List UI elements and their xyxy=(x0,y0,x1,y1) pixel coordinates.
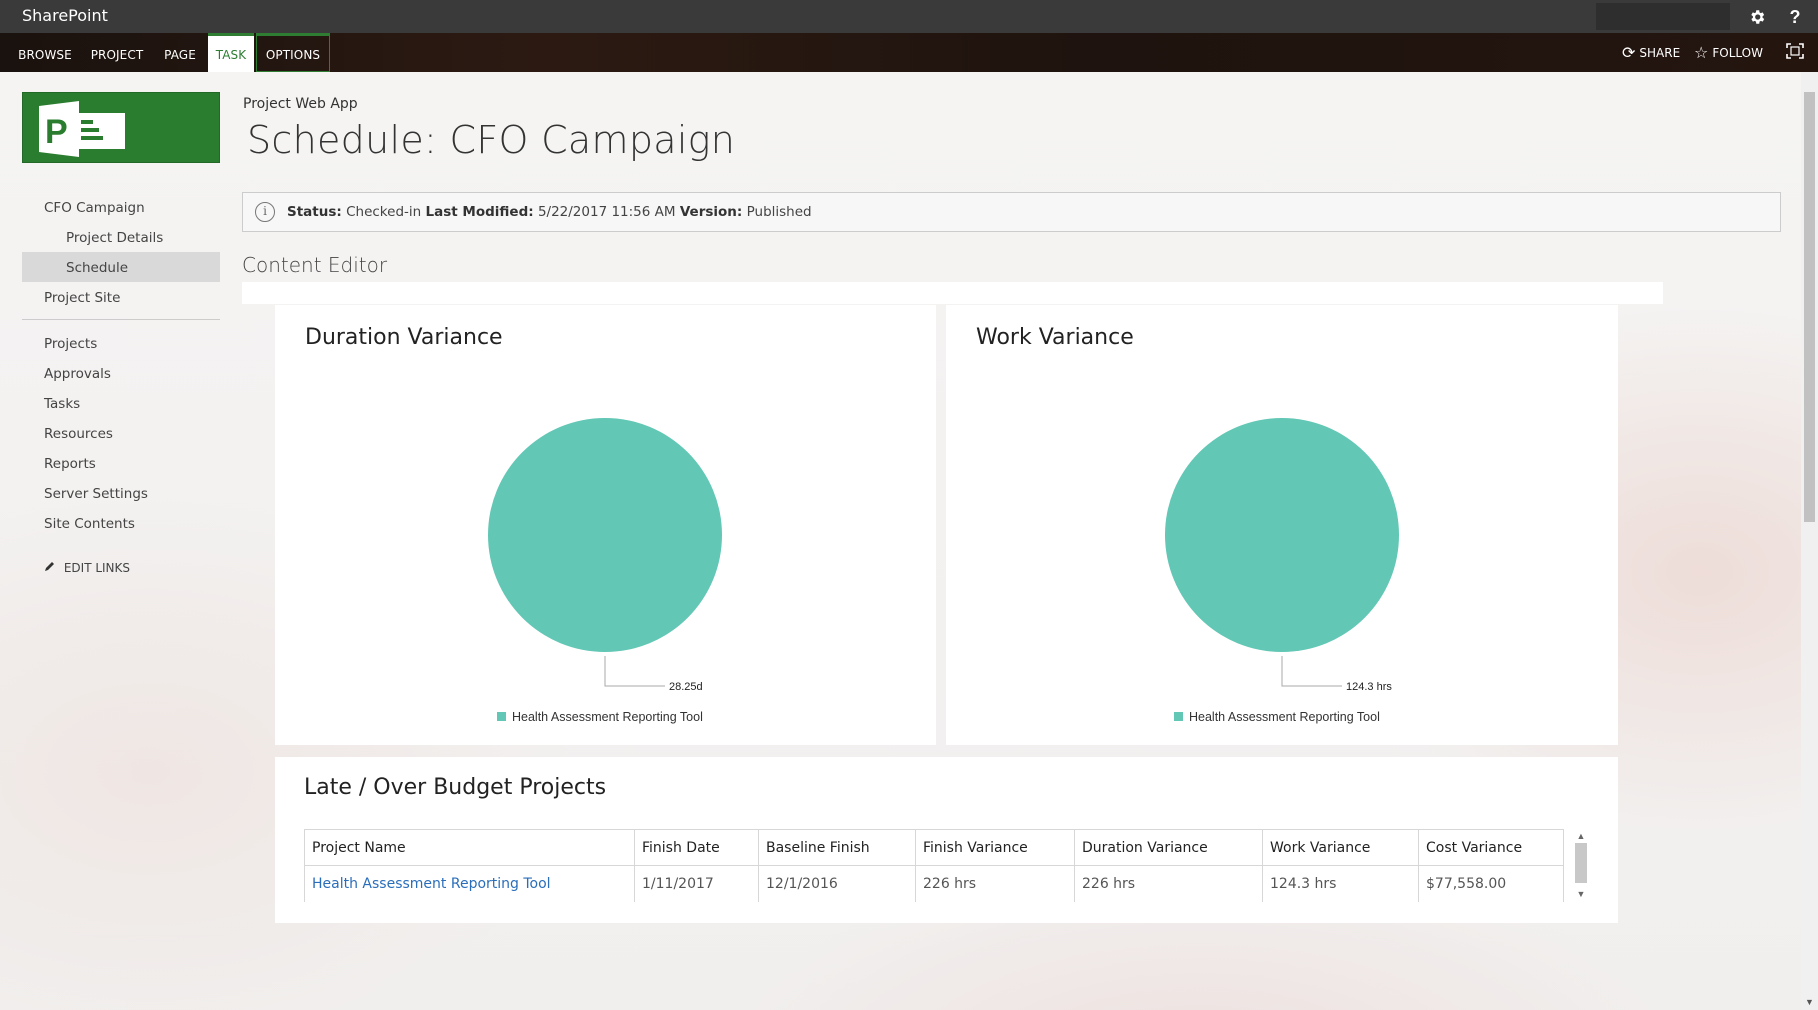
ribbon-bar: BROWSE PROJECT PAGE TASK OPTIONS ⟳ SHARE … xyxy=(0,33,1818,72)
nav-project-site[interactable]: Project Site xyxy=(44,290,121,306)
table-scrollbar[interactable]: ▲ ▼ xyxy=(1573,829,1589,901)
suite-search-box[interactable] xyxy=(1596,3,1730,30)
gear-icon[interactable] xyxy=(1744,4,1770,30)
work-variance-panel: Work Variance 124.3 hrs Health Assessment… xyxy=(946,305,1618,745)
duration-variance-chart: 28.25d Health Assessment Reporting Tool xyxy=(488,418,722,724)
leader-line xyxy=(1281,656,1342,687)
content-editor-area xyxy=(242,282,1663,304)
nav-selected-highlight xyxy=(22,252,220,282)
scroll-up-icon[interactable]: ▲ xyxy=(1576,831,1586,841)
table-cell: 226 hrs xyxy=(1074,865,1263,902)
nav-server-settings[interactable]: Server Settings xyxy=(44,486,148,502)
edit-links-button[interactable]: EDIT LINKS xyxy=(44,560,130,575)
nav-projects[interactable]: Projects xyxy=(44,336,98,352)
table-cell: 1/11/2017 xyxy=(634,865,759,902)
column-header[interactable]: Project Name xyxy=(304,829,635,866)
webpart-title: Content Editor xyxy=(242,253,388,277)
project-web-app-logo[interactable]: P xyxy=(22,92,220,163)
nav-schedule[interactable]: Schedule xyxy=(66,260,129,276)
legend-label[interactable]: Health Assessment Reporting Tool xyxy=(1189,710,1380,724)
pie-slice[interactable] xyxy=(488,418,722,652)
legend-swatch[interactable] xyxy=(497,712,506,721)
column-header[interactable]: Finish Date xyxy=(634,829,759,866)
nav-project-details[interactable]: Project Details xyxy=(66,230,164,246)
help-icon[interactable]: ? xyxy=(1789,7,1801,27)
nav-reports[interactable]: Reports xyxy=(44,456,96,472)
leader-line xyxy=(604,656,665,687)
focus-on-content-button[interactable] xyxy=(1786,33,1804,72)
duration-variance-panel: Duration Variance 28.25d Health Assessmen… xyxy=(275,305,936,745)
project-logo-icon: P xyxy=(39,101,125,157)
scrollbar-thumb[interactable] xyxy=(1575,843,1587,883)
table-title: Late / Over Budget Projects xyxy=(304,775,607,800)
page-title: Schedule: CFO Campaign xyxy=(247,118,736,162)
data-label: 28.25d xyxy=(669,681,703,693)
late-over-budget-panel: Late / Over Budget Projects Project Name… xyxy=(275,757,1618,923)
nav-tasks[interactable]: Tasks xyxy=(44,396,81,412)
page-scrollbar-thumb[interactable] xyxy=(1804,92,1815,522)
pie-slice[interactable] xyxy=(1165,418,1399,652)
info-icon: i xyxy=(255,202,275,222)
tab-task[interactable]: TASK xyxy=(208,33,254,72)
fullscreen-icon xyxy=(1786,43,1804,59)
tab-browse[interactable]: BROWSE xyxy=(18,48,72,62)
status-value: Checked-in xyxy=(346,204,422,220)
chart-title: Work Variance xyxy=(976,325,1134,350)
column-header[interactable]: Work Variance xyxy=(1262,829,1419,866)
share-icon: ⟳ xyxy=(1622,43,1636,62)
nav-cfo-campaign[interactable]: CFO Campaign xyxy=(44,200,145,216)
chart-title: Duration Variance xyxy=(305,325,503,350)
table-header-row: Project Name Finish Date Baseline Finish… xyxy=(304,829,1564,866)
site-title[interactable]: Project Web App xyxy=(243,96,358,112)
sharepoint-brand[interactable]: SharePoint xyxy=(22,6,108,25)
tab-options[interactable]: OPTIONS xyxy=(256,33,330,72)
scroll-down-icon[interactable]: ▼ xyxy=(1576,889,1586,899)
svg-text:P: P xyxy=(45,113,68,151)
legend-label[interactable]: Health Assessment Reporting Tool xyxy=(512,710,703,724)
share-button[interactable]: ⟳ SHARE xyxy=(1622,43,1681,62)
tab-project[interactable]: PROJECT xyxy=(90,48,144,62)
table-cell: 12/1/2016 xyxy=(758,865,916,902)
suite-bar: SharePoint ? xyxy=(0,0,1818,33)
column-header[interactable]: Baseline Finish xyxy=(758,829,916,866)
pencil-icon xyxy=(44,560,60,575)
column-header[interactable]: Duration Variance xyxy=(1074,829,1263,866)
late-projects-table: Project Name Finish Date Baseline Finish… xyxy=(304,829,1564,902)
follow-button[interactable]: ☆ FOLLOW xyxy=(1694,43,1763,62)
nav-resources[interactable]: Resources xyxy=(44,426,113,442)
table-row: Health Assessment Reporting Tool 1/11/20… xyxy=(304,865,1564,902)
table-cell: $77,558.00 xyxy=(1418,865,1564,902)
nav-divider xyxy=(22,319,220,320)
tab-page[interactable]: PAGE xyxy=(164,48,196,62)
nav-site-contents[interactable]: Site Contents xyxy=(44,516,135,532)
table-cell: 124.3 hrs xyxy=(1262,865,1419,902)
table-cell: 226 hrs xyxy=(915,865,1075,902)
scroll-down-icon[interactable]: ▼ xyxy=(1805,997,1814,1007)
status-bar: i Status: Checked-in Last Modified: 5/22… xyxy=(242,192,1781,232)
column-header[interactable]: Finish Variance xyxy=(915,829,1075,866)
project-link[interactable]: Health Assessment Reporting Tool xyxy=(312,875,551,892)
work-variance-chart: 124.3 hrs Health Assessment Reporting Too… xyxy=(1165,418,1399,724)
nav-approvals[interactable]: Approvals xyxy=(44,366,111,382)
page-scrollbar[interactable]: ▼ xyxy=(1801,72,1818,1010)
last-modified-value: 5/22/2017 11:56 AM xyxy=(537,204,676,220)
project-name-cell[interactable]: Health Assessment Reporting Tool xyxy=(304,865,635,902)
column-header[interactable]: Cost Variance xyxy=(1418,829,1564,866)
star-icon: ☆ xyxy=(1694,43,1709,62)
version-value: Published xyxy=(746,204,812,220)
data-label: 124.3 hrs xyxy=(1346,681,1392,693)
legend-swatch[interactable] xyxy=(1174,712,1183,721)
